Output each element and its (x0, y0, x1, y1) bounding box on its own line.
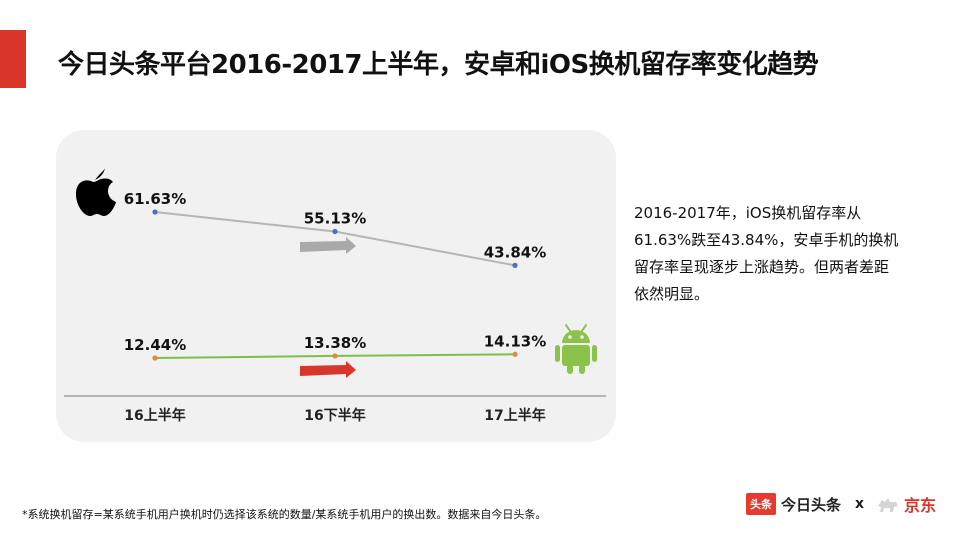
data-point (332, 229, 337, 234)
toutiao-name: 今日头条 (781, 494, 841, 515)
data-point (512, 263, 517, 268)
jd-dog-icon (876, 494, 900, 514)
brand-separator: x (855, 496, 864, 512)
x-tick-label: 16上半年 (124, 407, 185, 424)
description-line: 依然明显。 (634, 281, 944, 308)
toutiao-badge: 头条 (746, 493, 776, 515)
description-text: 2016-2017年，iOS换机留存率从 61.63%跌至43.84%，安卓手机… (634, 200, 944, 308)
data-point (512, 352, 517, 357)
description-line: 留存率呈现逐步上涨趋势。但两者差距 (634, 254, 944, 281)
data-point (152, 355, 157, 360)
trend-arrow-android (300, 361, 356, 378)
data-label: 14.13% (484, 332, 546, 350)
x-tick-label: 17上半年 (484, 407, 545, 424)
description-line: 2016-2017年，iOS换机留存率从 (634, 200, 944, 227)
brand-logos: 头条 今日头条 x 京东 (746, 490, 936, 518)
description-line: 61.63%跌至43.84%，安卓手机的换机 (634, 227, 944, 254)
android-icon (555, 325, 597, 374)
apple-icon (76, 168, 116, 216)
jd-name: 京东 (904, 492, 936, 516)
trend-arrow-ios (300, 237, 356, 254)
data-label: 61.63% (124, 190, 186, 208)
data-point (152, 209, 157, 214)
data-point (332, 353, 337, 358)
data-label: 43.84% (484, 243, 546, 261)
x-tick-label: 16下半年 (304, 407, 365, 424)
data-label: 12.44% (124, 336, 186, 354)
data-label: 55.13% (304, 210, 366, 228)
footnote: *系统换机留存=某系统手机用户换机时仍选择该系统的数量/某系统手机用户的换出数。… (22, 506, 546, 522)
data-label: 13.38% (304, 334, 366, 352)
